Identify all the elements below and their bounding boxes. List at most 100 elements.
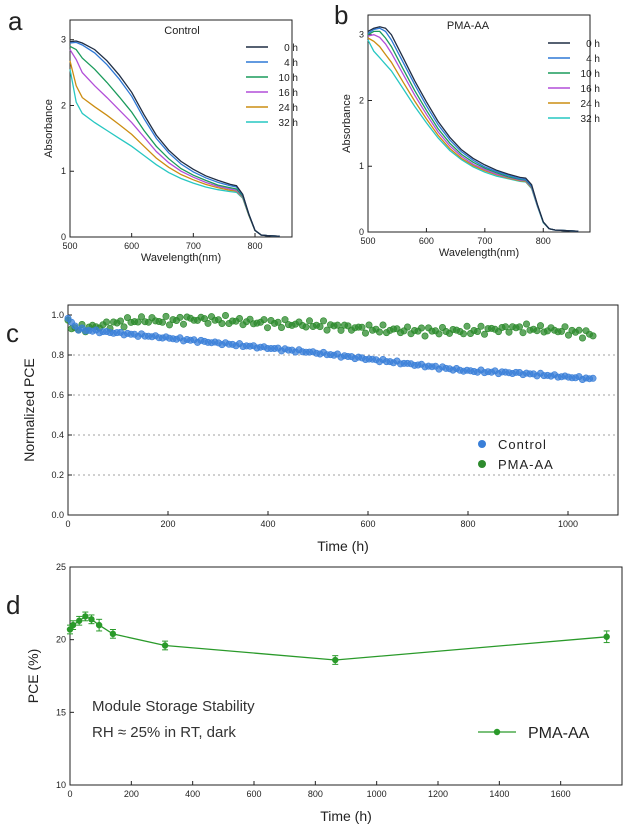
data-point (379, 321, 387, 329)
legend-label: 16 h (581, 84, 600, 95)
spectrum-line (367, 30, 579, 232)
data-point (557, 327, 565, 335)
x-axis-label: Time (h) (317, 538, 369, 554)
spectrum-line (367, 26, 579, 232)
legend-label: 10 h (581, 69, 600, 80)
data-point (463, 322, 471, 330)
y-tick-label: 3 (359, 30, 364, 40)
data-point (403, 323, 411, 331)
x-tick-label: 200 (160, 519, 175, 529)
spectrum-line (69, 60, 280, 237)
plot-frame (67, 304, 619, 516)
data-point (159, 318, 167, 326)
x-tick-label: 500 (62, 241, 77, 251)
legend-label: 4 h (284, 58, 298, 69)
data-point (332, 656, 339, 664)
panel-b-absorbance-pma-aa: 500 600 700 800 0 1 2 3 Wavelength(nm) Absorbance… (341, 14, 600, 259)
x-tick-label: 400 (260, 519, 275, 529)
y-tick-label: 0 (61, 232, 66, 242)
legend-marker (493, 728, 501, 736)
y-tick-label: 1 (359, 161, 364, 171)
panel-letter-b: b (334, 0, 348, 30)
legend-label: PMA-AA (498, 457, 554, 472)
x-tick-label: 1600 (551, 789, 571, 799)
chart-title: Control (164, 25, 199, 37)
y-tick-label: 0 (359, 227, 364, 237)
legend-label: 32 h (279, 118, 298, 129)
x-tick-label: 1200 (428, 789, 448, 799)
legend-label: 24 h (581, 99, 600, 110)
y-tick-label: 20 (56, 635, 66, 645)
x-tick-label: 400 (185, 789, 200, 799)
x-tick-label: 600 (419, 236, 434, 246)
data-point (82, 613, 89, 620)
data-point (134, 318, 142, 326)
panel-a-absorbance-control: 500 600 700 800 0 1 2 3 Wavelength(nm) Absorbance… (43, 19, 298, 264)
data-point (274, 318, 282, 326)
x-tick-label: 0 (65, 519, 70, 529)
x-tick-label: 600 (246, 789, 261, 799)
x-tick-label: 700 (477, 236, 492, 246)
data-point (435, 330, 443, 338)
x-tick-label: 800 (308, 789, 323, 799)
x-tick-label: 1000 (558, 519, 578, 529)
plot-frame (69, 566, 623, 786)
panel-letter-d: d (6, 590, 20, 620)
x-tick-label: 800 (247, 241, 262, 251)
x-axis-label: Wavelength(nm) (141, 252, 221, 264)
spectrum-line (69, 40, 280, 237)
x-axis-label: Time (h) (320, 808, 372, 824)
legend-label: 0 h (284, 43, 298, 54)
data-point (145, 318, 153, 326)
y-axis-label: PCE (%) (25, 649, 41, 703)
legend-label: 16 h (279, 88, 298, 99)
data-point (124, 314, 132, 322)
data-point (176, 313, 184, 321)
data-point (117, 317, 125, 325)
annotation-line-2: RH ≈ 25% in RT, dark (92, 724, 236, 741)
panel-letter-a: a (8, 6, 23, 36)
data-point (319, 317, 327, 325)
data-point (263, 324, 271, 332)
legend-marker (478, 440, 486, 448)
data-point (564, 331, 572, 339)
x-tick-label: 1000 (367, 789, 387, 799)
data-point (76, 617, 83, 624)
y-tick-label: 1.0 (51, 310, 64, 320)
data-point (305, 317, 313, 325)
data-point (323, 326, 331, 334)
data-point (281, 316, 289, 324)
x-tick-label: 600 (124, 241, 139, 251)
y-tick-label: 10 (56, 780, 66, 790)
data-point (515, 323, 523, 331)
data-point (103, 318, 111, 326)
data-point (138, 313, 146, 321)
panel-c-normalized-pce: 0 200 400 600 800 1000 0.0 0.2 0.4 0.6 0.8 1.0 Time … (21, 304, 619, 554)
y-tick-label: 0.4 (51, 430, 64, 440)
data-point (501, 323, 509, 331)
data-point (375, 328, 383, 336)
y-tick-label: 0.8 (51, 350, 64, 360)
data-point (459, 330, 467, 338)
y-tick-label: 0.6 (51, 390, 64, 400)
y-axis-label: Normalized PCE (21, 358, 37, 461)
x-tick-label: 500 (360, 236, 375, 246)
data-point (536, 322, 544, 330)
data-point (578, 334, 586, 342)
data-point (505, 328, 513, 336)
data-point (561, 323, 569, 331)
data-point (277, 323, 285, 331)
y-tick-label: 1 (61, 166, 66, 176)
data-point (365, 321, 373, 329)
x-tick-label: 600 (360, 519, 375, 529)
spectrum-line (367, 27, 579, 232)
data-point (88, 616, 95, 623)
series-line (69, 615, 607, 661)
y-axis-label: Absorbance (341, 94, 353, 153)
data-point (533, 327, 541, 335)
panel-letter-c: c (6, 318, 19, 348)
spectrum-line (69, 45, 280, 237)
data-point (316, 323, 324, 331)
y-tick-label: 3 (61, 35, 66, 45)
legend-label: 10 h (279, 73, 298, 84)
